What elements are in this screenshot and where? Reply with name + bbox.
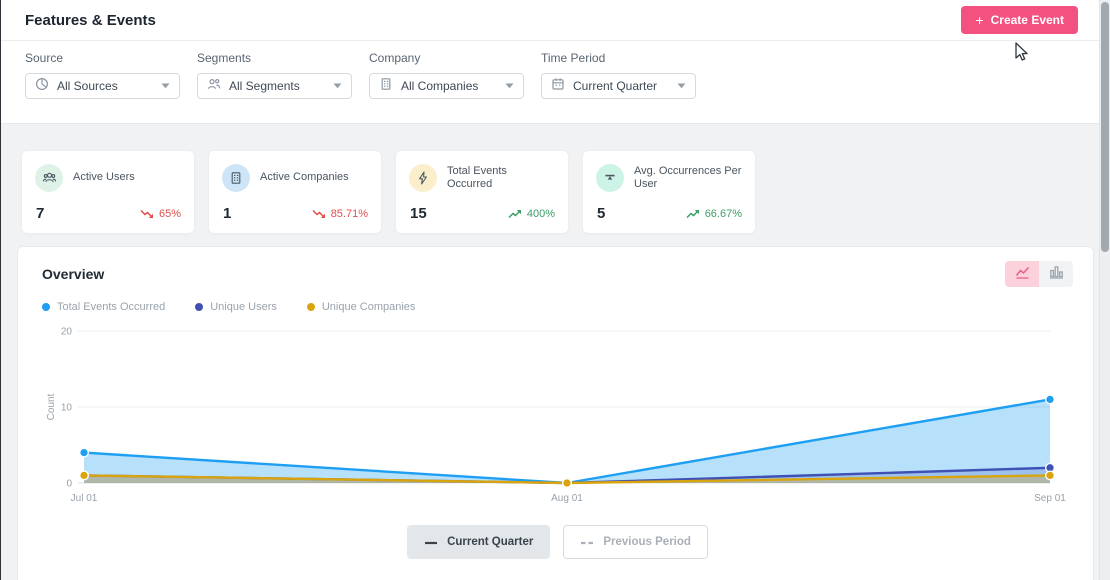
overview-chart: 0 10 20 Count Jul 01 Aug 01 Sep 01 bbox=[42, 321, 1073, 509]
building-icon bbox=[222, 164, 250, 192]
filter-value: Current Quarter bbox=[573, 79, 658, 93]
chevron-down-icon bbox=[505, 83, 514, 89]
period-button-label: Current Quarter bbox=[447, 536, 534, 548]
svg-text:0: 0 bbox=[66, 479, 72, 490]
filter-value: All Companies bbox=[401, 79, 479, 93]
stat-label: Active Users bbox=[73, 171, 135, 184]
filter-group-company: Company All Companies bbox=[369, 51, 524, 99]
top-header: Features & Events + Create Event bbox=[1, 0, 1110, 41]
bar-chart-icon bbox=[1049, 265, 1064, 284]
svg-text:Aug 01: Aug 01 bbox=[551, 493, 583, 504]
line-chart-toggle[interactable] bbox=[1005, 261, 1039, 287]
stat-change-value: 66.67% bbox=[704, 207, 742, 220]
legend-item-unique-users[interactable]: Unique Users bbox=[195, 301, 277, 313]
filter-group-segments: Segments All Segments bbox=[197, 51, 352, 99]
svg-text:20: 20 bbox=[61, 327, 73, 338]
stat-change-value: 65% bbox=[158, 207, 181, 220]
pie-globe-icon bbox=[35, 77, 49, 96]
filter-group-source: Source All Sources bbox=[25, 51, 180, 99]
create-event-button[interactable]: + Create Event bbox=[961, 6, 1078, 34]
legend-label: Total Events Occurred bbox=[57, 301, 166, 313]
source-select[interactable]: All Sources bbox=[25, 73, 180, 99]
chevron-down-icon bbox=[333, 83, 342, 89]
filter-group-time-period: Time Period Current Quarter bbox=[541, 51, 696, 99]
solid-dash-icon bbox=[424, 536, 438, 548]
stat-value: 1 bbox=[223, 205, 232, 222]
filter-label: Segments bbox=[197, 51, 252, 65]
overview-title: Overview bbox=[42, 266, 105, 282]
legend-dot bbox=[42, 303, 50, 311]
stat-value: 5 bbox=[597, 205, 606, 222]
svg-text:Count: Count bbox=[46, 393, 57, 420]
stats-row: Active Users 7 65% Active Companies 1 bbox=[21, 150, 1110, 234]
average-icon bbox=[596, 164, 624, 192]
company-select[interactable]: All Companies bbox=[369, 73, 524, 99]
stat-label: Active Companies bbox=[260, 171, 349, 184]
scrollbar[interactable] bbox=[1099, 0, 1110, 580]
scrollbar-thumb[interactable] bbox=[1101, 2, 1109, 252]
stat-card-active-companies: Active Companies 1 85.71% bbox=[208, 150, 382, 234]
filter-label: Time Period bbox=[541, 51, 606, 65]
trend-up-icon bbox=[686, 209, 700, 219]
chevron-down-icon bbox=[677, 83, 686, 89]
dashed-dash-icon bbox=[580, 536, 594, 548]
legend-label: Unique Users bbox=[210, 301, 277, 313]
page-title: Features & Events bbox=[25, 11, 156, 29]
users-group-icon bbox=[35, 164, 63, 192]
legend-item-unique-companies[interactable]: Unique Companies bbox=[306, 301, 416, 313]
line-chart-icon bbox=[1015, 265, 1030, 284]
overview-panel: Overview Total Events Occurred bbox=[17, 246, 1094, 580]
stat-change-value: 85.71% bbox=[330, 207, 368, 220]
period-buttons: Current Quarter Previous Period bbox=[42, 525, 1073, 559]
time-period-select[interactable]: Current Quarter bbox=[541, 73, 696, 99]
stat-change-value: 400% bbox=[526, 207, 555, 220]
stat-value: 15 bbox=[410, 205, 427, 222]
calendar-icon bbox=[551, 77, 565, 96]
current-quarter-button[interactable]: Current Quarter bbox=[407, 525, 551, 559]
chart-legend: Total Events Occurred Unique Users Uniqu… bbox=[42, 301, 1073, 313]
stat-change: 65% bbox=[140, 208, 181, 220]
filter-label: Company bbox=[369, 51, 421, 65]
legend-label: Unique Companies bbox=[321, 301, 416, 313]
legend-dot bbox=[195, 303, 204, 311]
lightning-icon bbox=[409, 164, 437, 192]
filter-value: All Segments bbox=[229, 79, 300, 93]
period-button-label: Previous Period bbox=[603, 536, 691, 548]
previous-period-button[interactable]: Previous Period bbox=[563, 525, 708, 559]
stat-value: 7 bbox=[36, 205, 45, 222]
create-event-label: Create Event bbox=[990, 13, 1064, 27]
legend-item-total-events[interactable]: Total Events Occurred bbox=[42, 301, 165, 313]
users-icon bbox=[207, 77, 221, 96]
filters-bar: Source All Sources Segments All Segments bbox=[1, 41, 1110, 124]
stat-card-avg-occurrences: Avg. Occurrences Per User 5 66.67% bbox=[582, 150, 756, 234]
stat-card-total-events: Total Events Occurred 15 400% bbox=[395, 150, 569, 234]
segments-select[interactable]: All Segments bbox=[197, 73, 352, 99]
filter-value: All Sources bbox=[57, 79, 118, 93]
building-icon bbox=[379, 77, 393, 96]
svg-text:Jul 01: Jul 01 bbox=[71, 493, 98, 504]
chart-type-toggle bbox=[1005, 261, 1073, 287]
legend-dot bbox=[306, 303, 315, 311]
filter-label: Source bbox=[25, 51, 64, 65]
svg-text:Sep 01: Sep 01 bbox=[1034, 493, 1066, 504]
chevron-down-icon bbox=[161, 83, 170, 89]
plus-icon: + bbox=[975, 12, 984, 28]
stat-change: 66.67% bbox=[686, 208, 742, 220]
trend-down-icon bbox=[312, 209, 326, 219]
bar-chart-toggle[interactable] bbox=[1039, 261, 1073, 287]
svg-text:10: 10 bbox=[61, 403, 73, 414]
stat-change: 85.71% bbox=[312, 208, 368, 220]
stat-label: Avg. Occurrences Per User bbox=[634, 164, 742, 190]
trend-down-icon bbox=[140, 209, 154, 219]
stat-card-active-users: Active Users 7 65% bbox=[21, 150, 195, 234]
stat-change: 400% bbox=[508, 208, 555, 220]
trend-up-icon bbox=[508, 209, 522, 219]
stat-label: Total Events Occurred bbox=[447, 164, 507, 190]
